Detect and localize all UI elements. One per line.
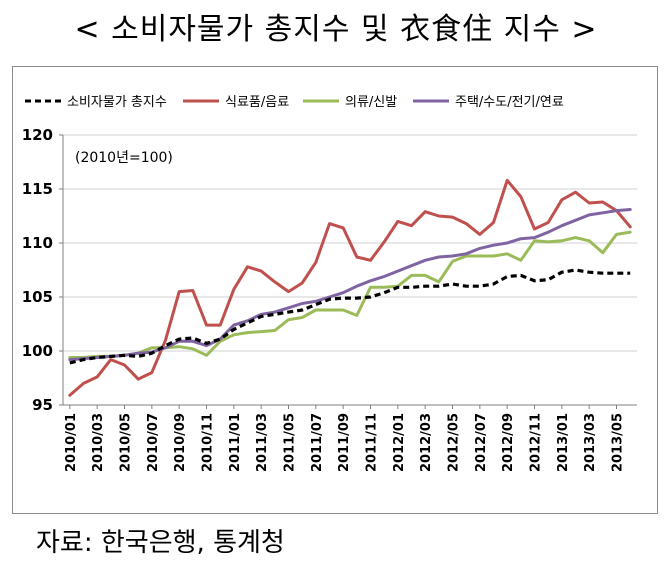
x-tick-label: 2010/11 [201, 413, 216, 472]
x-tick-label: 2010/03 [91, 413, 106, 472]
x-tick-label: 2012/11 [529, 413, 544, 472]
x-tick-label: 2012/09 [501, 413, 516, 472]
x-tick-label: 2010/09 [173, 413, 188, 472]
x-tick-label: 2011/09 [337, 413, 352, 472]
x-tick-label: 2012/01 [392, 413, 407, 472]
source-note: 자료: 한국은행, 통계청 [36, 528, 285, 558]
x-tick-label: 2010/01 [64, 413, 79, 472]
page-title: < 소비자물가 총지수 및 衣食住 지수 > [74, 12, 598, 47]
y-tick-label: 120 [22, 126, 53, 144]
series-line-1 [68, 178, 632, 397]
legend-label: 주택/수도/전기/연료 [455, 95, 564, 110]
y-tick-label: 115 [22, 180, 53, 198]
line-chart: 소비자물가 총지수 식료품/음료 의류/신발 주택/수도/전기/연료 95 100 105… [22, 95, 637, 472]
chart-legend: 소비자물가 총지수 식료품/음료 의류/신발 주택/수도/전기/연료 [25, 95, 564, 110]
series-line-2 [68, 230, 632, 359]
x-tick-label: 2013/01 [556, 413, 571, 472]
x-tick-label: 2012/05 [447, 413, 462, 472]
x-axis-tick-labels: 2010/01 2010/03 2010/05 2010/07 2010/09 2010/… [64, 413, 626, 472]
legend-label: 소비자물가 총지수 [67, 95, 167, 110]
base-year-annotation: (2010년=100) [75, 150, 173, 166]
x-tick-label: 2011/03 [255, 413, 270, 472]
x-tick-label: 2011/01 [228, 413, 243, 472]
chart-series-lines [68, 178, 632, 397]
y-tick-label: 95 [32, 396, 53, 414]
x-tick-label: 2010/05 [119, 413, 134, 472]
chart-frame: 소비자물가 총지수 식료품/음료 의류/신발 주택/수도/전기/연료 95 100 105… [12, 66, 658, 514]
y-tick-label: 100 [22, 342, 53, 360]
chart-axes [59, 134, 637, 409]
legend-label: 의류/신발 [345, 95, 397, 110]
x-tick-label: 2012/03 [419, 413, 434, 472]
y-tick-label: 110 [22, 234, 53, 252]
y-axis-tick-labels: 95 100 105 110 115 120 [22, 126, 53, 414]
y-tick-label: 105 [22, 288, 53, 306]
series-line-3 [68, 208, 632, 362]
x-tick-label: 2011/11 [365, 413, 380, 472]
x-tick-label: 2013/05 [611, 413, 626, 472]
legend-label: 식료품/음료 [225, 95, 289, 110]
x-tick-label: 2011/05 [283, 413, 298, 472]
x-tick-label: 2012/07 [474, 413, 489, 472]
x-tick-label: 2011/07 [310, 413, 325, 472]
x-tick-label: 2013/03 [583, 413, 598, 472]
x-tick-label: 2010/07 [146, 413, 161, 472]
series-line-0 [69, 268, 631, 365]
